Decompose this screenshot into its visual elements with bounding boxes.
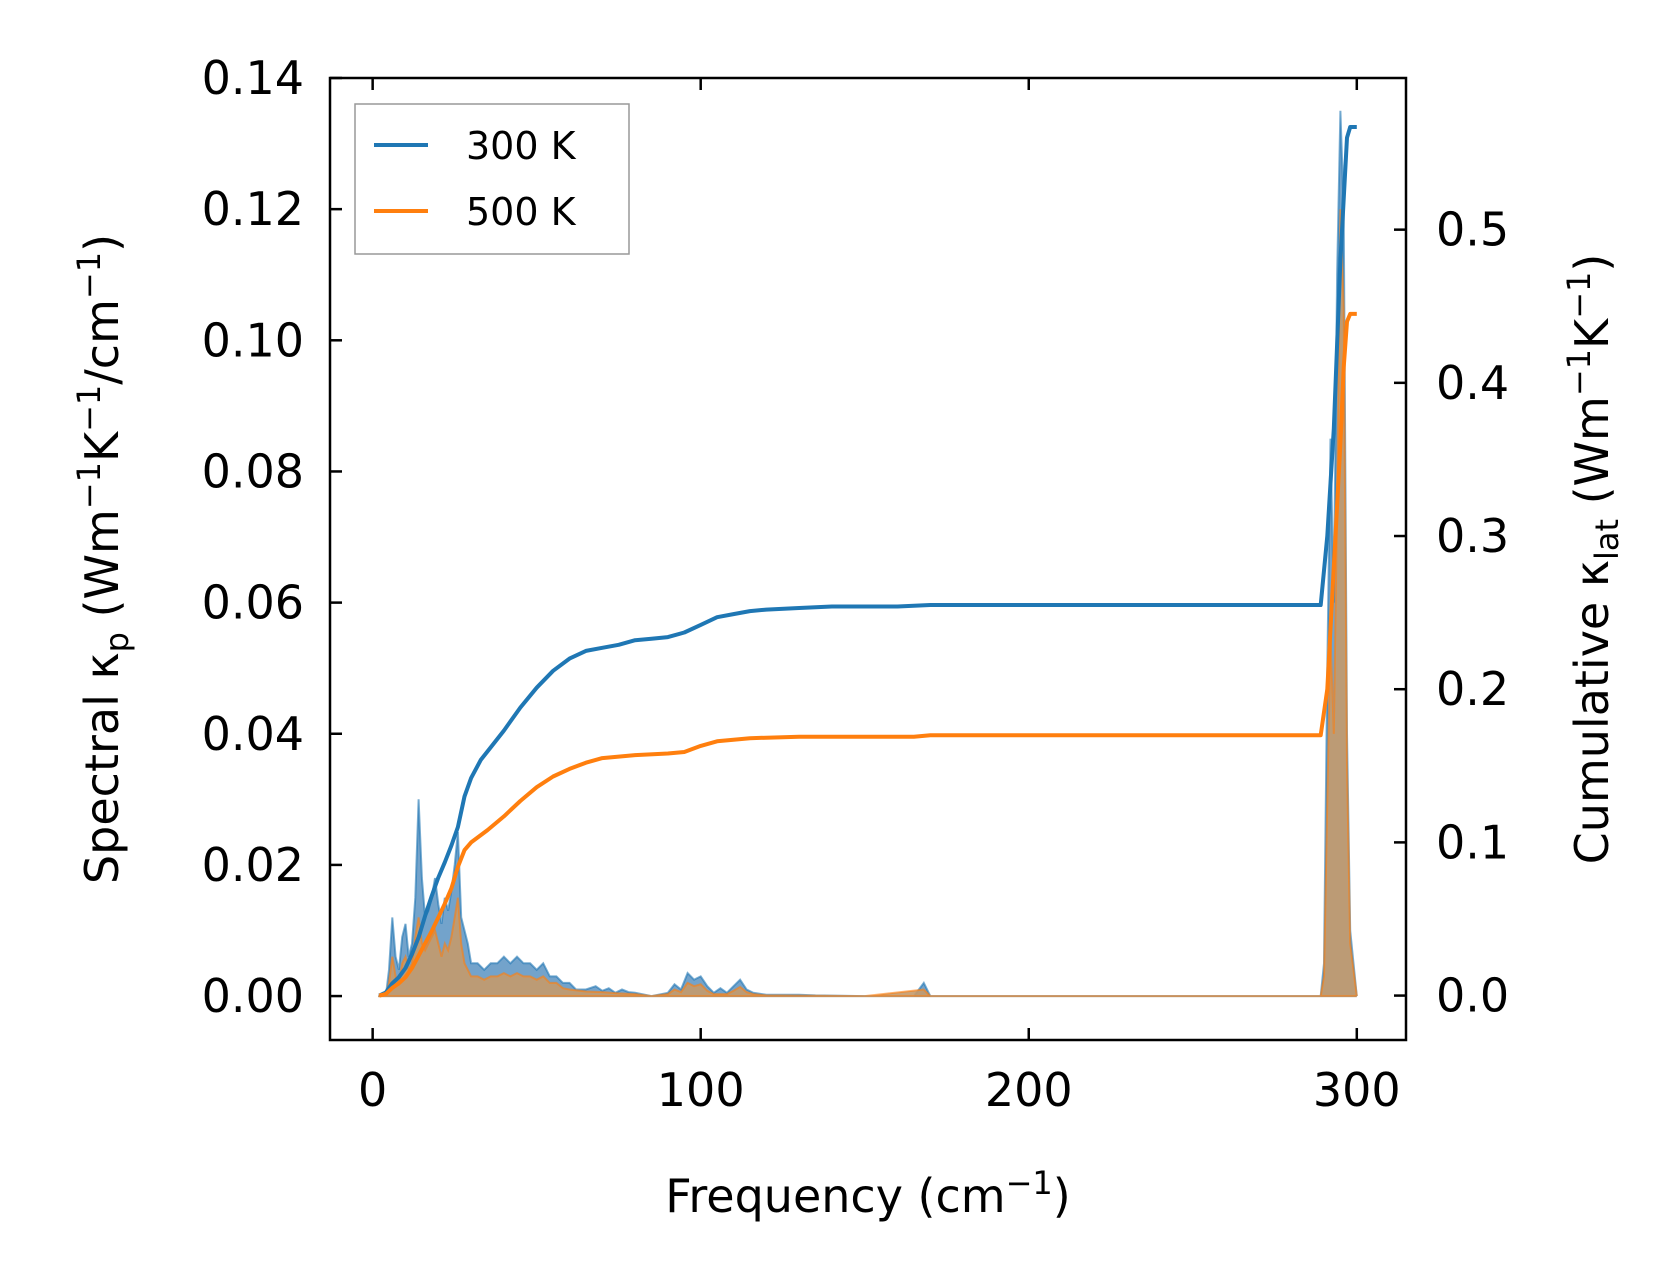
y-right-tick-label: 0.3 [1436,509,1509,563]
axis-ticks: 0 100 200 300 0.00 0.02 0.04 0.06 0.08 0.10 0.12 0.… [202,51,1510,1117]
spectral-area-500k [377,209,1358,998]
legend-label: 500 K [466,190,577,234]
plot-frame [328,76,1408,1042]
x-tick-label: 200 [985,1063,1073,1117]
y-left-tick-label: 0.00 [202,969,304,1023]
y-right-tick-label: 0.0 [1436,969,1509,1023]
y-left-tick-label: 0.14 [202,51,304,105]
legend-box [354,103,630,255]
y-left-tick-label: 0.02 [202,838,304,892]
y-right-axis-label: Cumulative κlat​ (Wm−1​K−1​) [1560,254,1626,865]
y-right-tick-label: 0.2 [1436,662,1509,716]
y-right-label-group: Cumulative κlat​ (Wm−1​K−1​) [1560,254,1626,865]
cumulative-lines [378,125,1357,998]
y-left-tick-label: 0.10 [202,313,304,367]
x-tick-label: 0 [358,1063,387,1117]
y-right-tick-label: 0.1 [1436,815,1509,869]
y-left-tick-label: 0.08 [202,444,304,498]
x-axis-label: Frequency (cm−1​) [665,1164,1070,1223]
y-right-tick-label: 0.5 [1436,203,1509,257]
y-left-tick-label: 0.12 [202,182,304,236]
axis-labels: Frequency (cm−1​) Spectral κp​ (Wm−1​K−1​… [70,234,1626,1223]
x-tick-label: 100 [657,1063,745,1117]
y-right-tick-label: 0.4 [1436,356,1509,410]
x-tick-label: 300 [1313,1063,1401,1117]
y-left-label-group: Spectral κp​ (Wm−1​K−1​/cm−1​) [70,234,136,884]
y-left-axis-label: Spectral κp​ (Wm−1​K−1​/cm−1​) [70,234,136,884]
legend-label: 300 K [466,124,577,168]
legend: 300 K 500 K [354,103,630,255]
y-left-tick-label: 0.06 [202,576,304,630]
y-left-tick-label: 0.04 [202,707,304,761]
cumulative-line-300k [378,125,1357,998]
cumulative-line-500k [378,311,1357,998]
